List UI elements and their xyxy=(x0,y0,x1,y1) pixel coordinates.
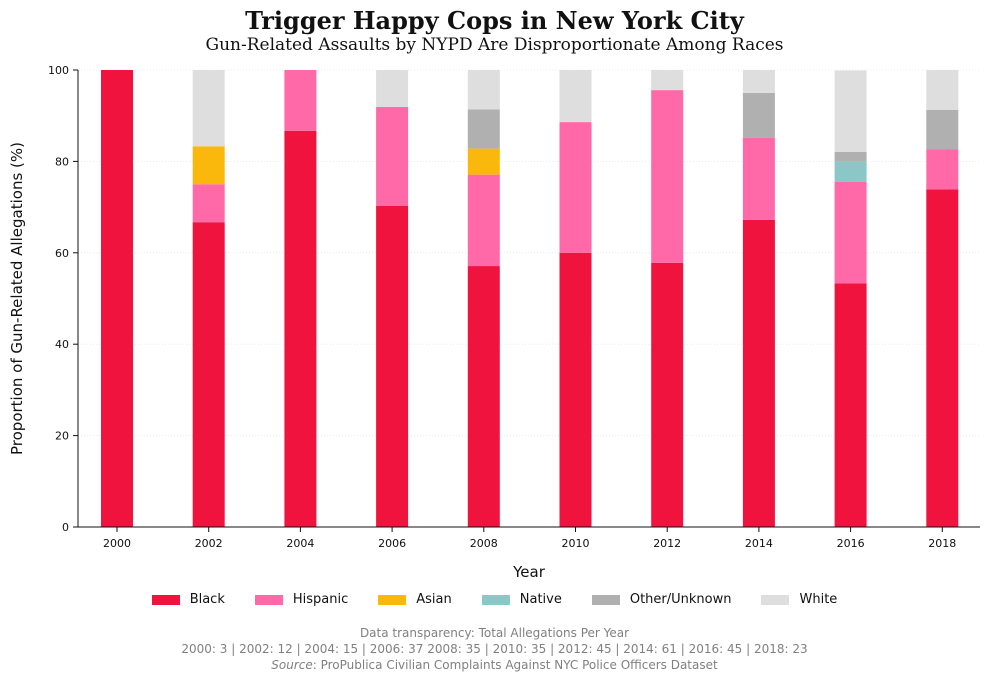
x-tick-label: 2000 xyxy=(103,537,131,550)
x-tick-label: 2016 xyxy=(837,537,865,550)
bar-segment-hispanic xyxy=(742,137,775,220)
legend-label: Black xyxy=(189,592,225,607)
legend-swatch xyxy=(151,594,180,605)
legend-swatch xyxy=(761,594,790,605)
bar-segment-hispanic xyxy=(467,174,500,267)
bar-segment-black xyxy=(834,283,867,527)
legend-label: Native xyxy=(519,592,562,607)
bar-segment-asian xyxy=(192,146,225,185)
y-tick-label: 60 xyxy=(55,247,69,260)
x-tick-label: 2018 xyxy=(928,537,956,550)
bar-segment-hispanic xyxy=(192,184,225,223)
bar-segment-white xyxy=(926,70,959,110)
bar-segment-asian xyxy=(467,148,500,175)
bar-segment-black xyxy=(376,205,409,527)
bar-segment-black xyxy=(192,222,225,527)
legend-label: White xyxy=(799,592,838,607)
bar-segment-black xyxy=(284,130,317,527)
x-tick-label: 2008 xyxy=(470,537,498,550)
chart-title: Trigger Happy Cops in New York City xyxy=(245,6,744,35)
bar-segment-other-unknown xyxy=(834,151,867,162)
legend-swatch xyxy=(591,594,620,605)
footer-counts-line: 2000: 3 | 2002: 12 | 2004: 15 | 2006: 37… xyxy=(181,642,808,656)
bar-segment-hispanic xyxy=(284,70,317,131)
bar-segment-white xyxy=(834,70,867,152)
bar-segment-hispanic xyxy=(559,122,592,253)
y-tick-label: 20 xyxy=(55,430,69,443)
bar-segment-hispanic xyxy=(651,90,684,263)
bar-segment-black xyxy=(559,252,592,528)
legend-label: Asian xyxy=(416,592,452,607)
y-tick-label: 100 xyxy=(48,64,69,77)
y-axis-title: Proportion of Gun-Related Allegations (%… xyxy=(8,142,26,455)
bar-segment-native xyxy=(834,161,867,182)
bar-segment-other-unknown xyxy=(742,92,775,138)
bar-segment-white xyxy=(192,70,225,147)
x-tick-label: 2002 xyxy=(195,537,223,550)
x-tick-label: 2014 xyxy=(745,537,773,550)
y-tick-label: 40 xyxy=(55,338,69,351)
legend-label: Other/Unknown xyxy=(629,592,732,607)
bar-segment-white xyxy=(559,70,592,123)
footer: Data transparency: Total Allegations Per… xyxy=(0,625,989,673)
bars xyxy=(101,70,959,528)
x-tick-label: 2012 xyxy=(653,537,681,550)
bar-segment-white xyxy=(651,70,684,91)
bar-segment-other-unknown xyxy=(467,109,500,149)
legend: Black Hispanic Asian Native Other/Unknown Whi… xyxy=(34,592,955,607)
x-tick-label: 2010 xyxy=(562,537,590,550)
bar-segment-black xyxy=(101,70,133,527)
x-tick-label: 2006 xyxy=(378,537,406,550)
chart-subtitle: Gun-Related Assaults by NYPD Are Disprop… xyxy=(205,35,784,55)
legend-item-native: Native xyxy=(481,592,562,607)
bar-segment-hispanic xyxy=(834,181,867,284)
bar-segment-black xyxy=(651,262,684,527)
legend-label: Hispanic xyxy=(292,592,349,607)
bar-segment-black xyxy=(926,189,959,528)
legend-swatch xyxy=(254,594,283,605)
bar-segment-other-unknown xyxy=(926,109,959,150)
legend-item-asian: Asian xyxy=(378,592,452,607)
legend-swatch xyxy=(378,594,407,605)
source-label: Source xyxy=(271,658,313,672)
bar-segment-hispanic xyxy=(926,149,959,190)
legend-swatch xyxy=(481,594,510,605)
bar-segment-white xyxy=(742,70,775,93)
bar-segment-hispanic xyxy=(376,107,409,206)
stacked-bar-chart: 0 20 40 60 80 100 2000 2002 2004 2006 2008 2010 2012… xyxy=(8,64,980,580)
y-tick-label: 0 xyxy=(62,521,69,534)
legend-item-other-unknown: Other/Unknown xyxy=(591,592,732,607)
legend-item-black: Black xyxy=(151,592,225,607)
axes: 0 20 40 60 80 100 2000 2002 2004 2006 2008 2010 2012… xyxy=(48,64,980,550)
footer-transparency-line: Data transparency: Total Allegations Per… xyxy=(359,626,630,640)
footer-source-line: Source: ProPublica Civilian Complaints A… xyxy=(0,657,989,673)
x-axis-title: Year xyxy=(512,563,546,580)
bar-segment-white xyxy=(467,70,500,110)
x-tick-label: 2004 xyxy=(286,537,314,550)
bar-segment-black xyxy=(742,219,775,527)
legend-item-hispanic: Hispanic xyxy=(254,592,349,607)
y-tick-label: 80 xyxy=(55,155,69,168)
legend-item-white: White xyxy=(761,592,837,607)
bar-segment-black xyxy=(467,266,500,527)
bar-segment-white xyxy=(376,70,409,108)
source-text: : ProPublica Civilian Complaints Against… xyxy=(312,658,718,672)
